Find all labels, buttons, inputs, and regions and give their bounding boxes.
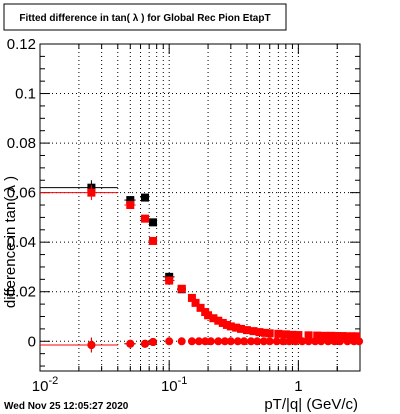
y-tick-label: 0.1 — [15, 86, 36, 103]
y-axis-title: difference in tan( λ ) — [2, 176, 19, 308]
data-point-square — [126, 196, 135, 205]
data-point-circle — [335, 337, 344, 346]
data-point-square — [149, 236, 158, 245]
data-point-circle — [201, 337, 210, 346]
data-point-circle — [226, 337, 235, 346]
x-axis-title: pT/|q| (GeV/c) — [264, 396, 358, 413]
data-point-square — [288, 330, 297, 339]
data-point-square — [196, 303, 205, 312]
data-point-square — [333, 332, 342, 341]
data-point-circle — [304, 337, 313, 346]
data-point-square — [165, 276, 174, 285]
chart-title-box: Fitted difference in tan( λ ) for Global… — [3, 3, 287, 31]
data-point-square — [141, 214, 150, 223]
data-point-circle — [194, 337, 203, 346]
data-point-square — [347, 332, 356, 341]
data-point-circle — [165, 337, 174, 346]
data-point-square — [204, 311, 213, 320]
data-point-circle — [259, 337, 268, 346]
y-tick-label: 0.08 — [7, 135, 36, 152]
data-point-square — [255, 328, 264, 337]
data-point-circle — [317, 337, 326, 346]
data-point-square — [218, 318, 227, 327]
data-point-circle — [298, 337, 307, 346]
data-point-square — [327, 331, 336, 340]
data-point-circle — [330, 337, 339, 346]
data-point-circle — [177, 337, 186, 346]
data-point-square — [338, 332, 347, 341]
data-point-square — [209, 314, 218, 323]
data-point-square — [126, 201, 135, 210]
data-point-square — [343, 332, 352, 341]
data-point-square — [320, 331, 329, 340]
y-tick-label: 0 — [28, 333, 36, 350]
y-tick-label: 0.04 — [7, 234, 36, 251]
plot-frame — [39, 43, 361, 372]
data-point-square — [177, 284, 186, 293]
chart-title: Fitted difference in tan( λ ) for Global… — [19, 13, 270, 24]
data-point-circle — [149, 338, 158, 347]
footer-timestamp: Wed Nov 25 12:05:27 2020 — [4, 401, 129, 412]
data-point-circle — [214, 337, 223, 346]
data-point-square — [281, 330, 290, 339]
data-point-circle — [187, 337, 196, 346]
data-point-square — [249, 327, 258, 336]
data-point-circle — [324, 337, 333, 346]
x-tick-label: 10-1 — [161, 375, 187, 395]
data-point-square — [149, 218, 158, 227]
data-point-circle — [311, 337, 320, 346]
data-point-circle — [291, 337, 300, 346]
data-point-square — [87, 188, 96, 197]
data-point-circle — [343, 337, 352, 346]
data-point-square — [274, 329, 283, 338]
data-point-circle — [233, 337, 242, 346]
data-point-square — [352, 332, 361, 341]
y-tick-label: 0.02 — [7, 284, 36, 301]
data-point-circle — [265, 337, 274, 346]
data-marks — [40, 180, 364, 353]
x-tick-label: 10-2 — [32, 375, 58, 395]
data-point-square — [232, 323, 241, 332]
data-point-circle — [285, 337, 294, 346]
y-tick-label: 0.06 — [7, 185, 36, 202]
data-point-circle — [355, 337, 364, 346]
data-point-square — [191, 298, 200, 307]
data-point-square — [294, 331, 303, 340]
data-point-circle — [272, 337, 281, 346]
data-point-circle — [253, 337, 262, 346]
tick-labels: 0 0.02 0.04 0.06 0.08 0.1 0.12 10-2 10-1 1 — [7, 36, 303, 395]
data-point-square — [141, 193, 150, 202]
data-point-circle — [240, 337, 249, 346]
data-point-circle — [206, 337, 215, 346]
y-tick-label: 0.12 — [7, 36, 36, 53]
data-point-circle — [141, 339, 150, 348]
data-point-square — [187, 293, 196, 302]
data-point-square — [237, 324, 246, 333]
data-point-square — [214, 316, 223, 325]
data-point-square — [313, 331, 322, 340]
x-tick-label: 1 — [294, 378, 302, 395]
data-point-circle — [278, 337, 287, 346]
data-point-square — [260, 328, 269, 337]
data-point-circle — [247, 337, 256, 346]
grid-lines — [40, 44, 361, 371]
title-frame — [3, 3, 287, 31]
data-point-circle — [126, 339, 135, 348]
data-point-square — [226, 322, 235, 331]
data-point-square — [265, 329, 274, 338]
data-point-circle — [220, 337, 229, 346]
data-point-square — [242, 326, 251, 335]
data-point-square — [304, 331, 313, 340]
data-point-circle — [87, 340, 96, 349]
